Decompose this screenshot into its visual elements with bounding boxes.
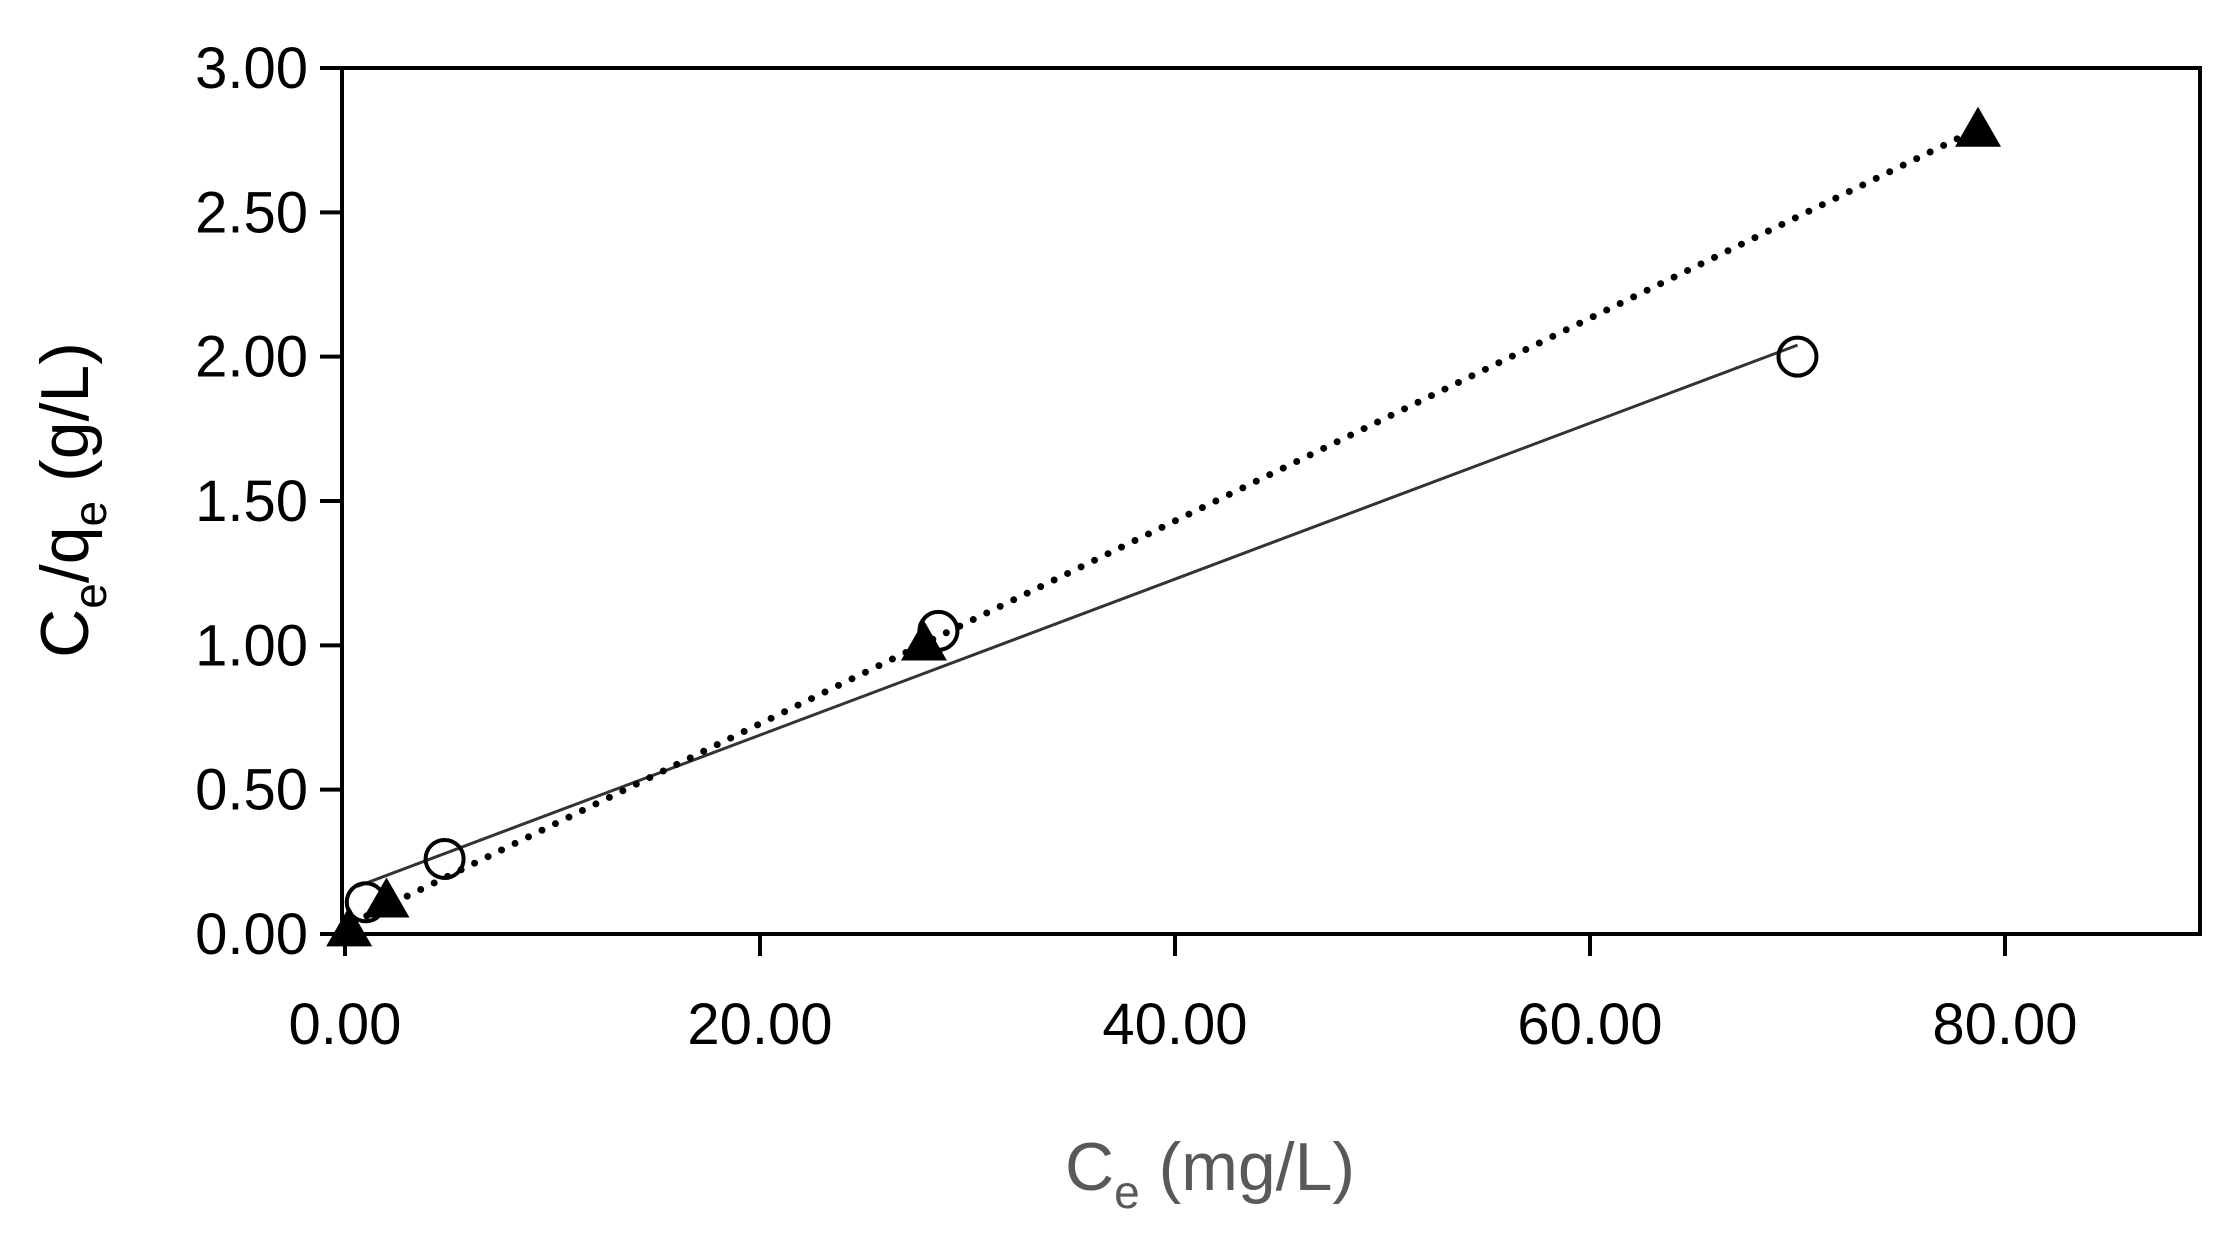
x-tick-label: 0.00 [289, 992, 402, 1057]
triangle-marker [326, 906, 373, 947]
y-axis-label: Ce/qe (g/L) [27, 342, 116, 658]
fit-line-solid [356, 343, 1799, 888]
x-tick-label: 20.00 [687, 992, 832, 1057]
plot-area-frame [340, 66, 2202, 936]
x-axis-label: Ce (mg/L) [1065, 1129, 1355, 1218]
y-tick-label: 0.00 [195, 902, 308, 967]
y-tick-label: 3.00 [195, 36, 308, 101]
y-tick-label: 2.50 [195, 180, 308, 245]
triangle-marker [1955, 106, 2002, 147]
data-markers [326, 106, 2002, 947]
x-tick-label: 60.00 [1517, 992, 1662, 1057]
fit-line-dotted [349, 125, 1982, 926]
triangle-marker [363, 877, 410, 918]
y-tick-label: 2.00 [195, 325, 308, 390]
y-tick-label: 1.00 [195, 613, 308, 678]
x-tick-label: 80.00 [1932, 992, 2077, 1057]
y-axis-ticks: 0.00 0.50 1.00 1.50 2.00 2.50 3.00 [195, 36, 342, 967]
x-tick-label: 40.00 [1102, 992, 1247, 1057]
y-tick-label: 1.50 [195, 469, 308, 534]
circle-marker [1776, 335, 1819, 378]
triangle-marker [900, 620, 947, 661]
fit-lines [349, 125, 1982, 926]
x-axis-ticks: 0.00 20.00 40.00 60.00 80.00 [289, 934, 2078, 1057]
circle-marker [423, 837, 466, 880]
y-tick-label: 0.50 [195, 758, 308, 823]
